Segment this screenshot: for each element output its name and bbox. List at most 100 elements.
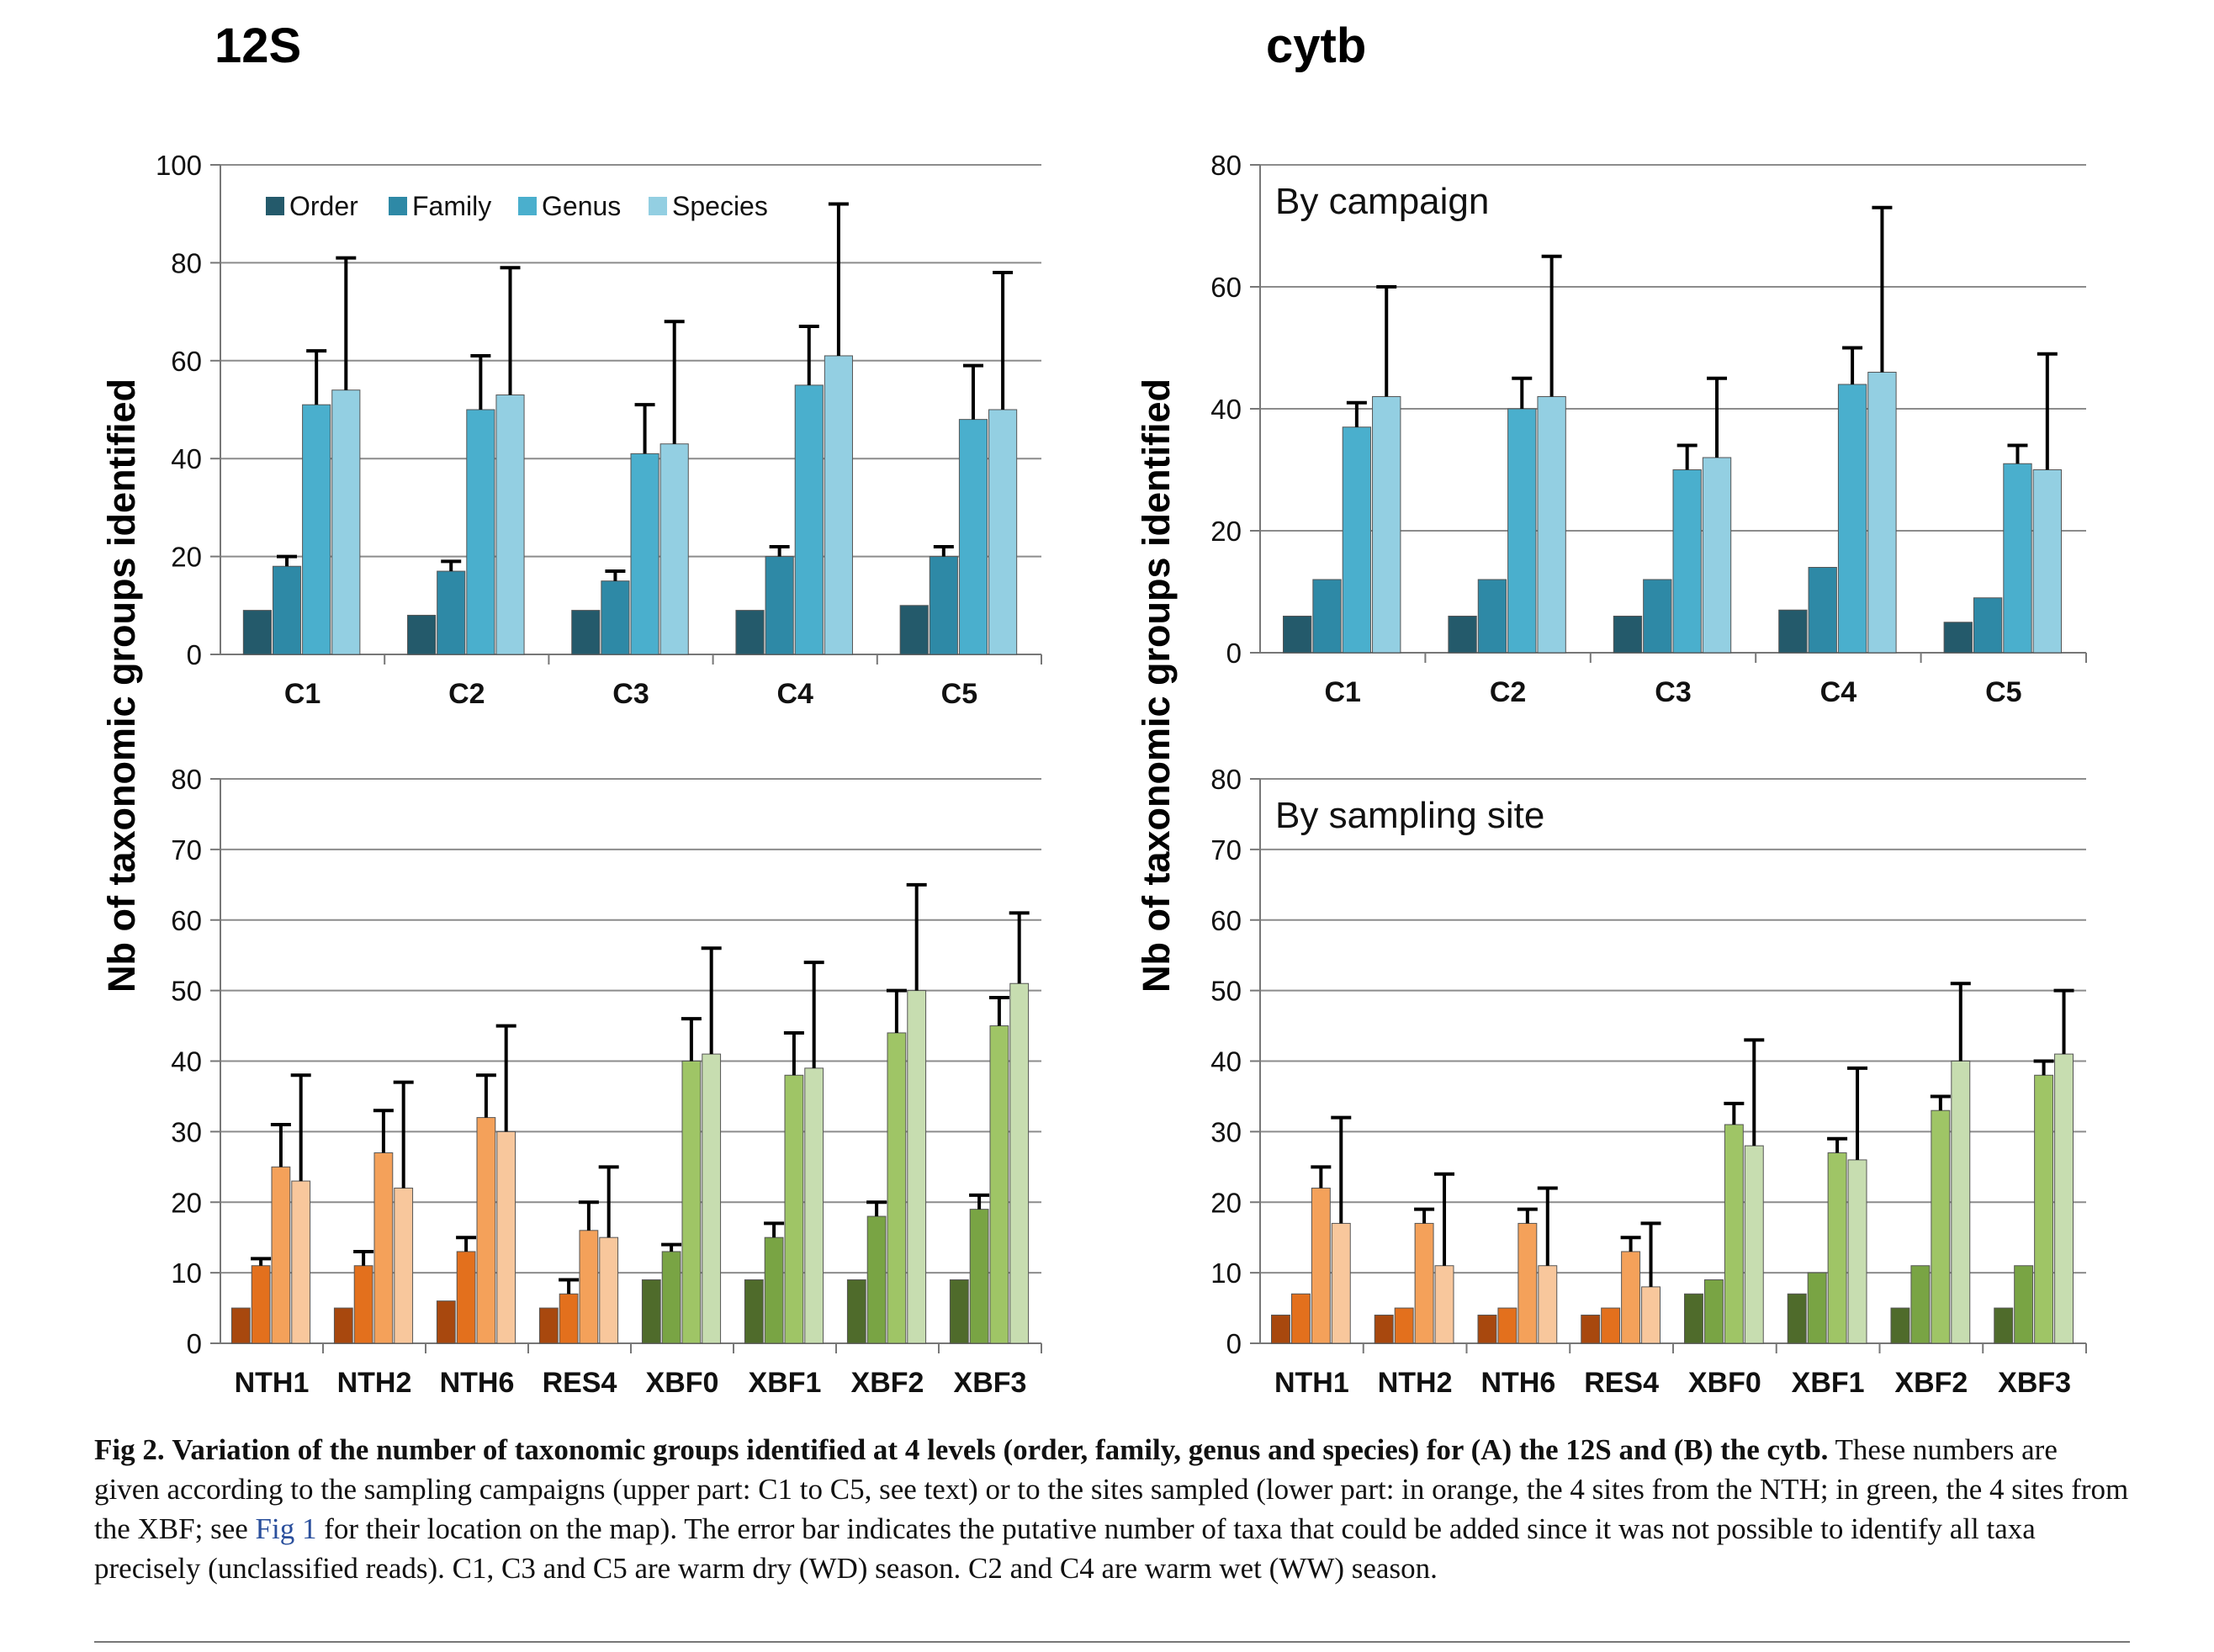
bar-order [1684,1293,1703,1344]
bar-order [735,610,765,655]
x-category-label: XBF1 [1792,1367,1865,1399]
bar-order [1374,1314,1394,1344]
y-tick-label: 0 [1226,638,1242,669]
bar-family [272,565,302,655]
y-axis-label-text: Nb of taxonomic groups identified [1135,379,1178,993]
bar-family [866,1215,887,1344]
x-category-label: C1 [284,678,320,710]
bar-species [1847,1159,1867,1344]
bar-genus [1827,1152,1847,1344]
bar-family [765,556,794,655]
bar-family [601,580,630,655]
y-tick-label: 30 [1210,1116,1242,1147]
bar-genus [2003,463,2032,654]
bar-order [436,1300,456,1344]
caption-body: These numbers are given according to the… [94,1433,2129,1545]
y-tick-label: 30 [171,1116,202,1147]
chart-legend: Order Family Genus Species [266,191,768,221]
bar-species [394,1187,414,1344]
x-category-label: C4 [1820,676,1857,708]
bar-genus [681,1061,702,1344]
bar-genus [271,1166,291,1344]
chart-cytb-site: 0 10 20 30 40 50 60 70 80 NTH1 NTH2 NTH6 RES4 XBF0 XBF… [1210,764,2087,1399]
x-category-label: RES4 [543,1367,617,1399]
y-axis-label-cytb: Nb of taxonomic groups identified [1135,379,1178,993]
y-tick-label: 0 [1226,1328,1242,1359]
x-category-label: C1 [1324,676,1360,708]
panel-inner-label: By campaign [1275,181,1489,222]
bar-family [1807,1272,1827,1344]
panel-title-12s: 12S [215,19,301,73]
bar-genus [476,1117,496,1344]
bar-genus [1517,1222,1538,1344]
bar-family [1312,579,1342,654]
bar-species [1331,1222,1351,1344]
bar-family [929,556,958,655]
caption-fig-label: Fig 2. [94,1433,165,1466]
bar-family [1643,579,1672,654]
caption-title: Variation of the number of taxonomic gro… [172,1433,1829,1466]
bar-order [407,614,437,655]
bar-family [1477,579,1507,654]
bar-genus [784,1074,804,1344]
legend-swatch [389,197,407,215]
legend-label: Family [412,191,491,221]
bar-family [969,1209,989,1344]
bar-species [1009,982,1030,1344]
bar-species [1867,372,1897,654]
bar-order [1613,616,1643,654]
y-tick-label: 0 [187,639,202,670]
bar-order [1994,1307,2014,1344]
x-category-label: NTH2 [337,1367,412,1399]
y-tick-label: 60 [171,905,202,936]
x-category-label: C3 [612,678,649,710]
bar-family [456,1251,476,1344]
y-tick-label: 20 [171,1187,202,1218]
bar-species [988,409,1018,655]
bar-order [1271,1314,1290,1344]
x-category-label: C2 [448,678,485,710]
x-category-label: NTH1 [1274,1367,1349,1399]
bar-species [2054,1053,2074,1344]
bar-genus [794,384,824,655]
y-tick-label: 20 [171,542,202,573]
bar-genus [1342,426,1372,654]
bar-species [1537,396,1566,654]
caption-fig1-link[interactable]: Fig 1 [255,1512,317,1545]
legend-swatch [266,197,284,215]
bar-species [599,1236,619,1344]
bar-order [1477,1314,1497,1344]
bar-genus [302,404,331,655]
bar-species [1641,1286,1660,1344]
bar-family [437,570,466,655]
x-category-label: C5 [941,678,977,710]
bar-order [846,1279,866,1344]
bar-family [353,1265,373,1344]
chart-12s-campaign: 0 20 40 60 80 100 C1 C2 C3 C4 C5 Order Family Genus Sp… [156,150,1042,710]
x-category-label: NTH6 [440,1367,515,1399]
y-axis-label-text: Nb of taxonomic groups identified [100,379,143,993]
bar-family [1910,1265,1931,1344]
bar-species [2032,469,2063,654]
bar-family [251,1265,271,1344]
bar-order [1448,616,1477,654]
bar-genus [1621,1251,1641,1344]
bar-family [1497,1307,1517,1344]
bar-family [1601,1307,1621,1344]
y-tick-label: 80 [171,247,202,278]
bar-species [291,1180,311,1344]
y-axis-label-12s: Nb of taxonomic groups identified [100,379,143,993]
bar-genus [1724,1124,1744,1344]
bar-genus [1414,1222,1434,1344]
bar-genus [630,453,659,655]
bar-genus [1311,1187,1331,1344]
x-category-label: XBF3 [954,1367,1027,1399]
x-category-label: XBF0 [1688,1367,1761,1399]
x-category-label: RES4 [1584,1367,1659,1399]
y-tick-label: 100 [156,150,202,181]
bar-order [1581,1314,1601,1344]
bar-family [1973,597,2003,654]
bar-family [1290,1293,1311,1344]
x-category-label: XBF2 [851,1367,924,1399]
bar-order [333,1307,353,1344]
